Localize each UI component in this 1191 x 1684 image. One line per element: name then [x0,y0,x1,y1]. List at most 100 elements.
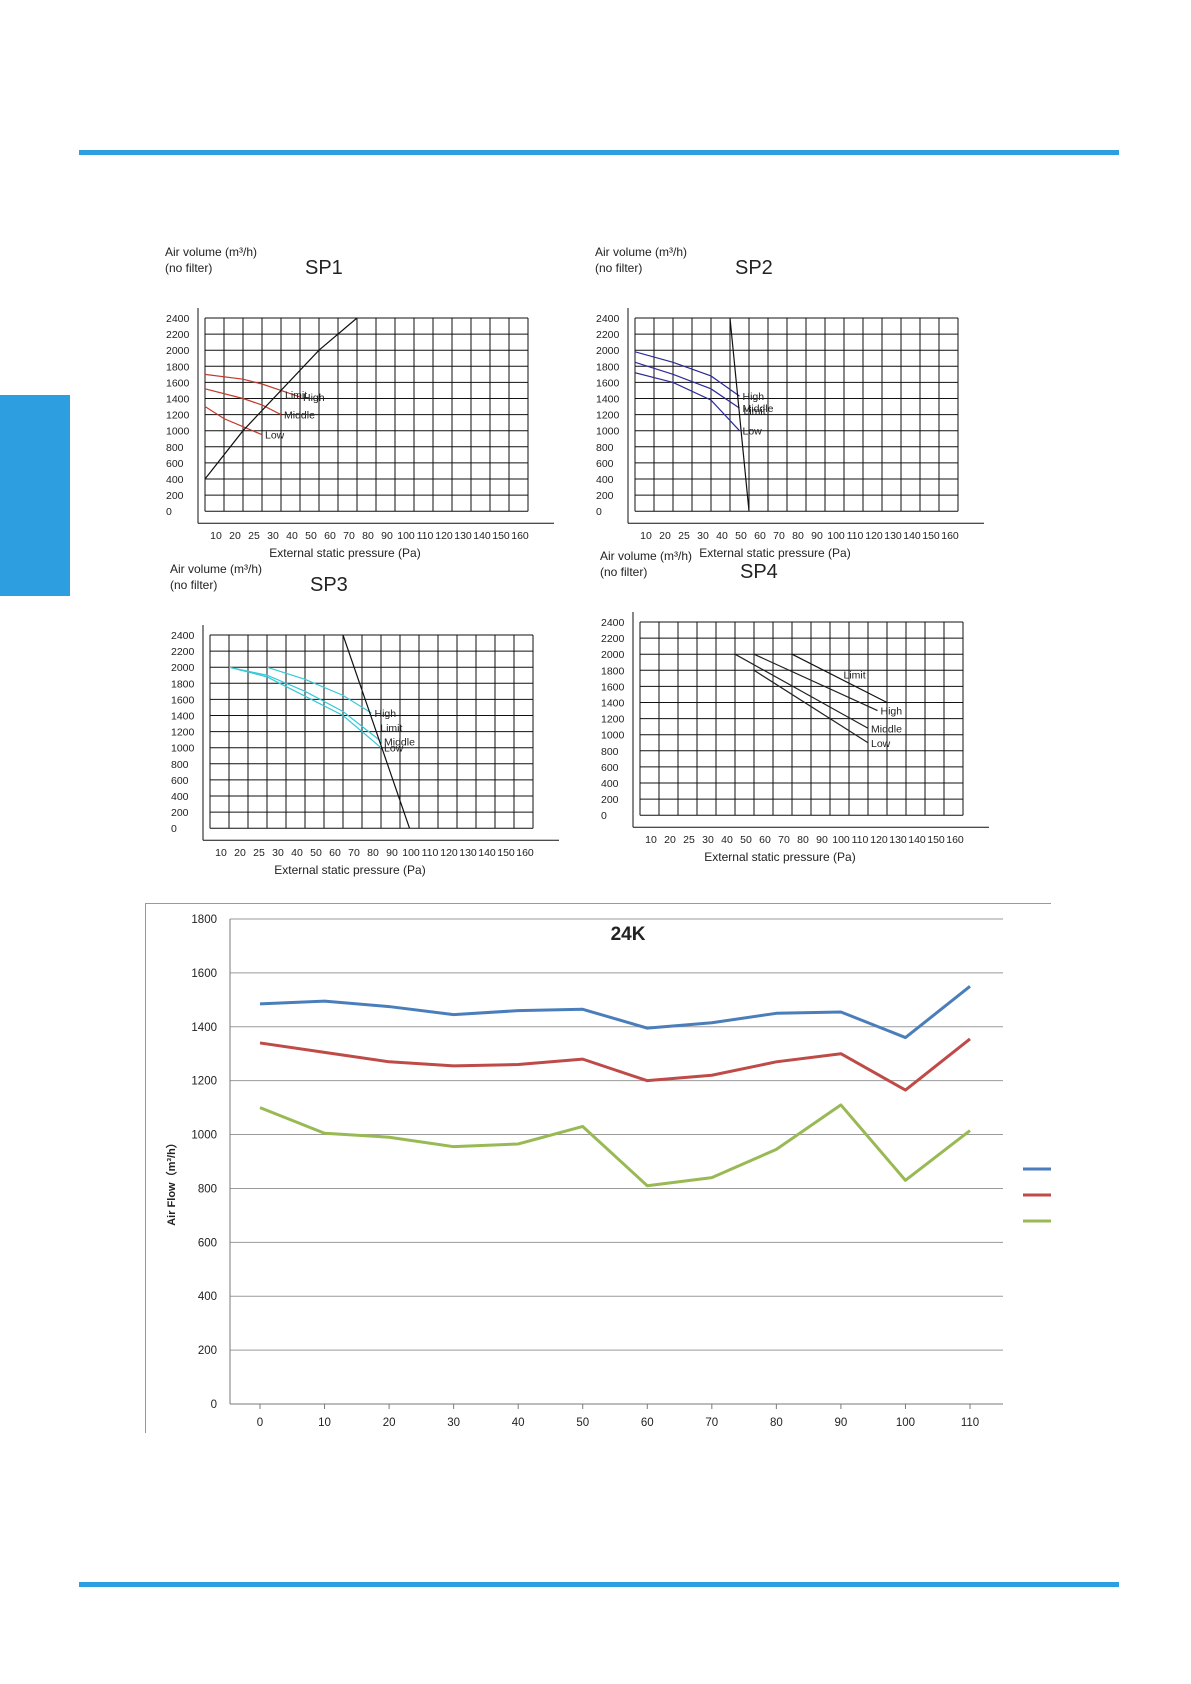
sp4-ytick: 0 [601,810,607,822]
chart-24k-ylabel: Air Flow（m³/h） [165,1137,178,1226]
sp3-ytick: 200 [171,807,189,819]
sp2-xtick: 20 [659,530,671,542]
sp3-ytick: 2400 [171,630,195,642]
sp1-ylabel-sub: (no filter) [165,261,212,275]
sp2-ytick: 1200 [596,410,620,422]
sp4-xtick: 100 [832,834,850,846]
sp2-ytick: 600 [596,458,614,470]
sp2-label-limit: Limit [744,406,766,418]
sp3-xtick: 90 [386,847,398,859]
chart-24k-ytick: 600 [198,1237,217,1249]
sp1-series-low [204,406,263,436]
side-tab [0,395,70,596]
chart-24k-xtick: 100 [896,1417,915,1429]
sp4-title: SP4 [740,561,778,583]
sp4-ytick: 400 [601,778,619,790]
sp2-ytick: 2400 [596,313,620,325]
sp2-series-middle [634,361,740,409]
sp4-ytick: 1200 [601,714,625,726]
sp1-series-middle [204,388,282,416]
sp1-ytick: 1200 [166,410,190,422]
sp1-xtick: 10 [210,530,222,542]
sp2-series-low [634,372,740,432]
sp1-series-limit [204,317,358,480]
sp3-xtick: 130 [459,847,477,859]
sp1-ytick: 2200 [166,329,190,341]
sp1-xtick: 150 [492,530,510,542]
sp4-series-high [753,653,878,712]
sp3-ytick: 2200 [171,646,195,658]
sp2-xtick: 60 [754,530,766,542]
sp4-xtick: 140 [908,834,926,846]
sp4-xtick: 30 [702,834,714,846]
sp4-ytick: 1400 [601,698,625,710]
sp4-xtick: 120 [870,834,888,846]
sp4-ylabel: Air volume (m³/h) [600,549,692,563]
sp3-xtick: 140 [478,847,496,859]
chart-24k-title: 24K [611,924,646,945]
sp1-xtick: 110 [417,530,434,542]
sp1-xtick: 120 [435,530,453,542]
sp2-xlabel: External static pressure (Pa) [699,546,850,560]
sp2-series-limit [729,317,750,512]
sp2-xtick: 50 [735,530,747,542]
sp2-xtick: 80 [792,530,804,542]
sp2-ytick: 1800 [596,361,620,373]
sp2-label-middle: Middle [743,403,774,415]
sp1-ylabel: Air volume (m³/h) [165,245,257,259]
sp2-grid [634,317,959,512]
sp4-xtick: 90 [816,834,828,846]
sp3-xtick: 60 [329,847,341,859]
sp2-xtick: 25 [678,530,690,542]
chart-24k-series-line [259,1037,971,1092]
chart-24k-series-line [259,1103,971,1188]
sp4-ytick: 1000 [601,730,625,742]
sp2-xtick: 150 [922,530,940,542]
sp4-ytick: 200 [601,794,619,806]
sp1-label-high: High [303,392,325,404]
sp4-xtick: 160 [946,834,964,846]
sp4-xtick: 25 [683,834,695,846]
sp2-title: SP2 [735,257,773,279]
sp2-xtick: 70 [773,530,785,542]
sp3-xtick: 40 [291,847,303,859]
sp3-ytick: 1800 [171,678,195,690]
sp1-ytick: 0 [166,506,172,518]
sp4-label-low: Low [871,738,891,750]
sp3-ylabel: Air volume (m³/h) [170,562,262,576]
sp4-ytick: 2200 [601,633,625,645]
sp3-chart: Air volume (m³/h) (no filter) SP3 2400 2200 2… [165,562,585,887]
chart-24k-ytick: 400 [198,1291,217,1303]
sp4-series-low [753,669,869,744]
sp2-ytick: 1400 [596,394,620,406]
sp2-ytick: 400 [596,474,614,486]
sp4-label-high: High [881,706,903,718]
chart-24k-xtick: 70 [705,1417,718,1429]
sp3-xlabel: External static pressure (Pa) [274,863,425,877]
sp4-ytick: 1800 [601,665,625,677]
sp4-xtick: 110 [852,834,869,846]
sp2-ylabel: Air volume (m³/h) [595,245,687,259]
sp2-xtick: 90 [811,530,823,542]
sp4-ytick: 800 [601,746,619,758]
sp1-xlabel: External static pressure (Pa) [269,546,420,560]
sp4-xlabel: External static pressure (Pa) [704,850,855,864]
sp4-ytick: 1600 [601,681,625,693]
sp4-xtick: 50 [740,834,752,846]
chart-24k-series-line [259,985,971,1040]
sp3-xtick: 80 [367,847,379,859]
sp3-series-limit [342,634,411,829]
sp2-xtick: 10 [640,530,652,542]
chart-24k-xtick: 0 [257,1417,263,1429]
sp1-ytick: 800 [166,442,184,454]
sp4-series-middle [734,653,869,729]
sp3-series-low [228,666,382,749]
chart-24k-ytick: 1800 [191,914,217,926]
chart-24k-ytick: 1600 [191,968,217,980]
chart-24k-ytick: 1200 [191,1076,217,1088]
sp4-label-limit: Limit [844,669,866,681]
sp3-series-middle [228,666,382,742]
sp1-chart: Air volume (m³/h) (no filter) SP1 2400 2200 2… [160,245,580,570]
sp1-ytick: 1800 [166,361,190,373]
sp3-series-high [266,666,372,714]
